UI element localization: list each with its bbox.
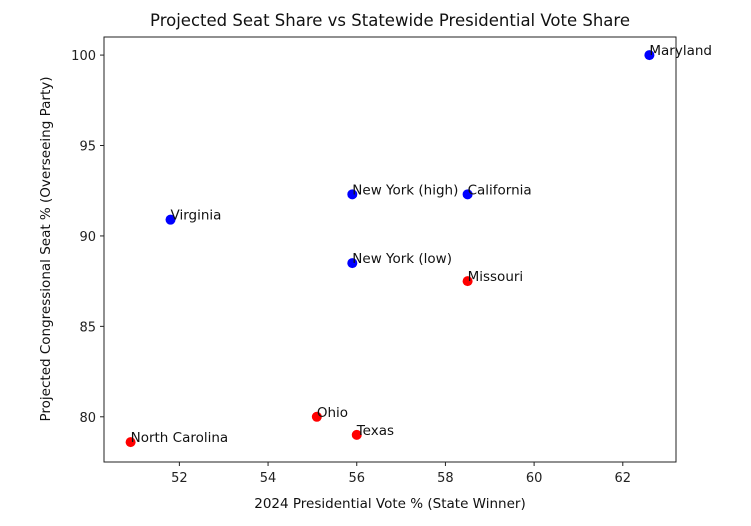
chart-title: Projected Seat Share vs Statewide Presid… bbox=[150, 11, 630, 30]
y-tick-label: 100 bbox=[71, 49, 96, 64]
data-point bbox=[351, 429, 362, 440]
data-point bbox=[462, 276, 473, 287]
x-axis-label: 2024 Presidential Vote % (State Winner) bbox=[254, 496, 525, 512]
point-label: New York (high) bbox=[352, 182, 458, 198]
y-tick-label: 85 bbox=[79, 320, 96, 335]
data-point bbox=[347, 258, 358, 269]
x-tick-label: 58 bbox=[437, 471, 454, 486]
y-axis-label: Projected Congressional Seat % (Overseei… bbox=[38, 77, 54, 422]
y-tick-label: 95 bbox=[79, 140, 96, 155]
point-label: New York (low) bbox=[352, 251, 452, 267]
data-point bbox=[125, 437, 136, 448]
x-tick-label: 52 bbox=[171, 471, 188, 486]
point-label: Texas bbox=[356, 423, 394, 439]
point-label: North Carolina bbox=[131, 430, 229, 446]
x-tick-label: 56 bbox=[348, 471, 365, 486]
point-label: Ohio bbox=[317, 405, 348, 421]
plot-frame bbox=[103, 36, 677, 463]
y-tick-label: 80 bbox=[79, 411, 96, 426]
data-point bbox=[347, 189, 358, 200]
point-label: Virginia bbox=[171, 208, 222, 224]
point-label: California bbox=[468, 182, 532, 198]
point-label: Missouri bbox=[468, 269, 524, 285]
x-tick-label: 60 bbox=[526, 471, 543, 486]
data-point bbox=[462, 189, 473, 200]
point-label: Maryland bbox=[649, 43, 712, 59]
data-point bbox=[165, 214, 176, 225]
data-point bbox=[644, 50, 655, 61]
y-tick-label: 90 bbox=[79, 230, 96, 245]
x-tick-label: 54 bbox=[260, 471, 277, 486]
x-tick-label: 62 bbox=[615, 471, 632, 486]
data-point bbox=[311, 411, 322, 422]
